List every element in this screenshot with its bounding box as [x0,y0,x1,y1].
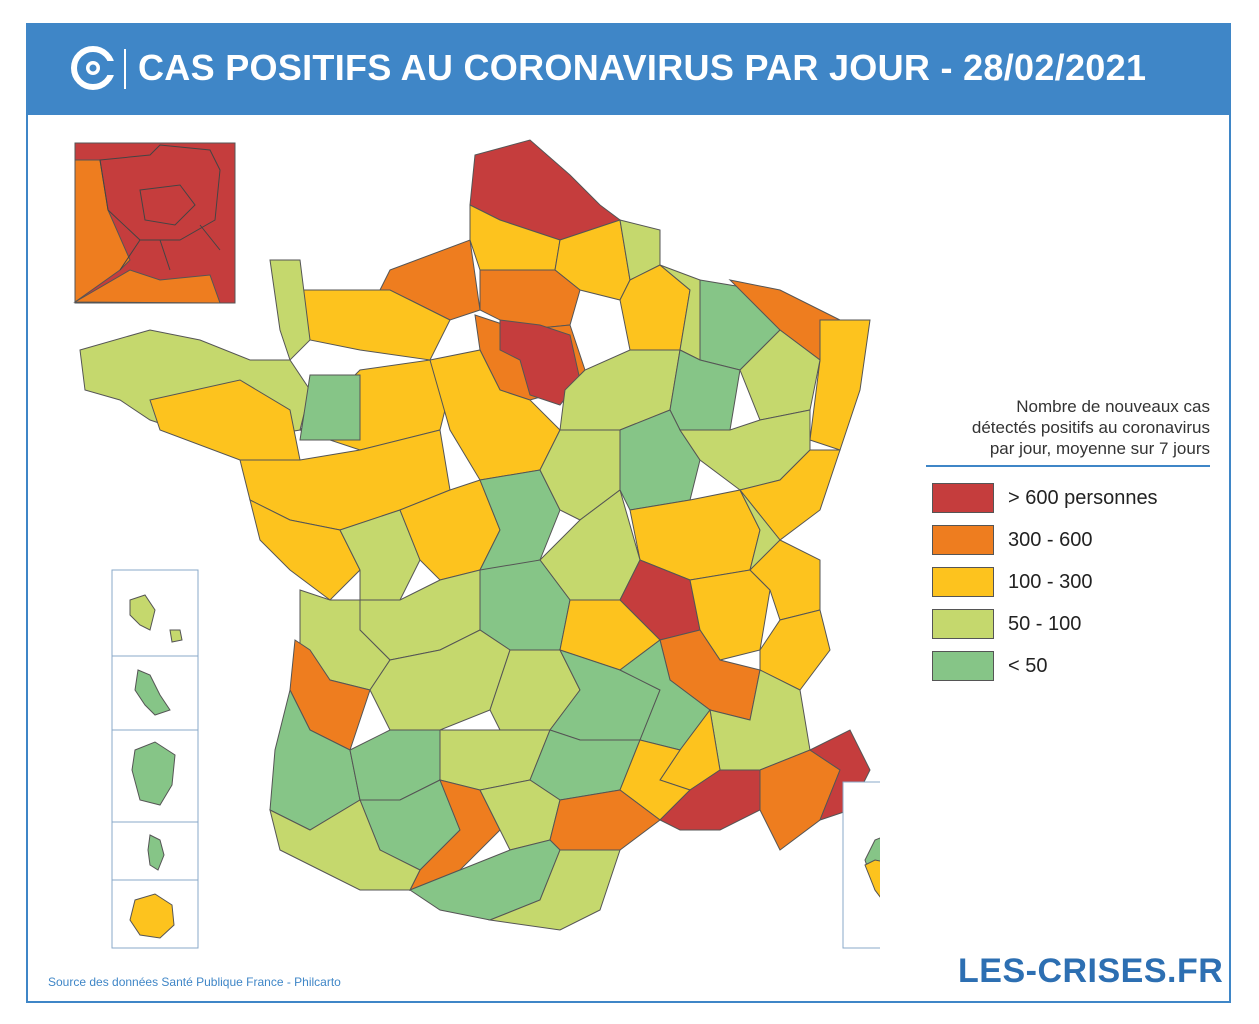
header-bar: CAS POSITIFS AU CORONAVIRUS PAR JOUR - 2… [26,23,1231,115]
legend-title-line: détectés positifs au coronavirus [971,418,1210,437]
legend-item: 50 - 100 [926,609,1216,651]
legend-swatch [932,609,994,639]
legend-item: < 50 [926,651,1216,693]
legend-item: > 600 personnes [926,483,1216,525]
les-crises-logo-icon [71,46,116,90]
legend-label: 50 - 100 [1008,613,1082,635]
legend-label: < 50 [1008,655,1048,677]
legend-title-line: Nombre de nouveaux cas [1016,397,1210,416]
legend-item: 100 - 300 [926,567,1216,609]
legend-label: > 600 personnes [1008,487,1158,509]
paris-inset [73,142,236,304]
legend-label: 300 - 600 [1008,529,1093,551]
legend-label: 100 - 300 [1008,571,1093,593]
brand-logo-text[interactable]: LES-CRISES.FR [958,952,1224,990]
mainland-france [79,139,871,931]
legend-title: Nombre de nouveaux cas détectés positifs… [926,396,1210,459]
legend-swatch [932,651,994,681]
header-divider [124,49,126,89]
legend: Nombre de nouveaux cas détectés positifs… [926,396,1216,693]
page-title: CAS POSITIFS AU CORONAVIRUS PAR JOUR - 2… [138,47,1147,88]
legend-item: 300 - 600 [926,525,1216,567]
corsica-inset [842,781,880,949]
data-source-credit: Source des données Santé Publique France… [48,975,341,989]
overseas-insets [111,569,199,949]
legend-swatch [932,567,994,597]
legend-title-line: par jour, moyenne sur 7 jours [989,439,1210,458]
legend-divider [926,465,1210,467]
legend-swatch [932,525,994,555]
legend-swatch [932,483,994,513]
france-departments-map [73,139,880,949]
